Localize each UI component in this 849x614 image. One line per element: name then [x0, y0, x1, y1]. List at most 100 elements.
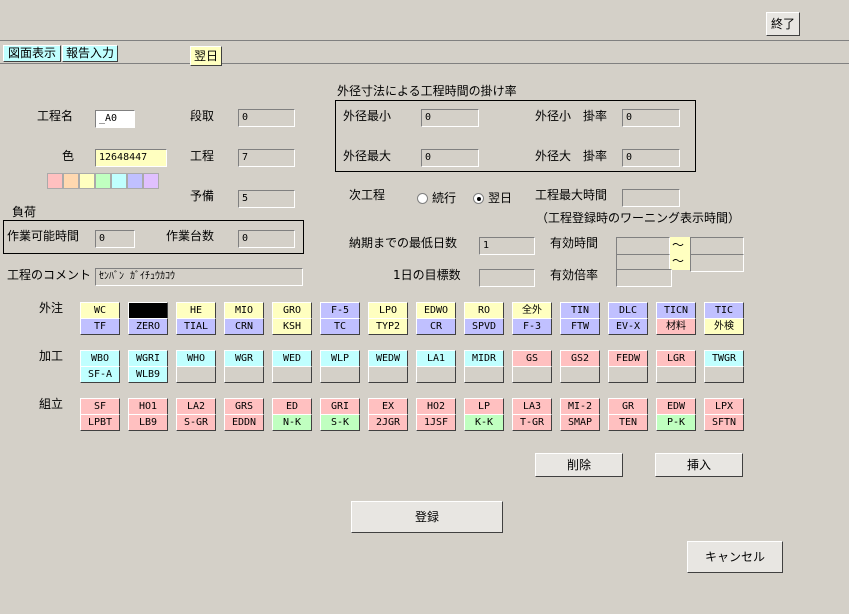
process-button-bottom[interactable] [464, 366, 504, 383]
tab[interactable]: 図面表示 [3, 45, 61, 62]
process-button-bottom[interactable] [320, 366, 360, 383]
process-button-bottom[interactable]: P-K [656, 414, 696, 431]
process-button-bottom[interactable] [272, 366, 312, 383]
process-button-top[interactable]: WLP [320, 350, 360, 367]
process-button-top[interactable] [128, 302, 168, 319]
process-button-bottom[interactable]: TIAL [176, 318, 216, 335]
process-button-top[interactable]: TIC [704, 302, 744, 319]
process-button-bottom[interactable]: T-GR [512, 414, 552, 431]
process-button-top[interactable]: GRO [272, 302, 312, 319]
process-button-bottom[interactable] [416, 366, 456, 383]
delete-button[interactable]: 削除 [535, 453, 623, 477]
process-button-top[interactable]: TIN [560, 302, 600, 319]
process-button-top[interactable]: ED [272, 398, 312, 415]
process-button-top[interactable]: SF [80, 398, 120, 415]
radio-label[interactable]: 翌日 [488, 191, 513, 205]
input[interactable]: 0 [421, 109, 479, 127]
process-button-bottom[interactable]: TYP2 [368, 318, 408, 335]
process-button-top[interactable]: F-5 [320, 302, 360, 319]
input[interactable] [690, 254, 744, 272]
process-button-top[interactable]: WEDW [368, 350, 408, 367]
process-button-top[interactable]: LPX [704, 398, 744, 415]
process-button-top[interactable]: DLC [608, 302, 648, 319]
process-button-bottom[interactable]: 2JGR [368, 414, 408, 431]
process-button-bottom[interactable] [704, 366, 744, 383]
process-button-bottom[interactable]: WLB9 [128, 366, 168, 383]
process-button-bottom[interactable] [224, 366, 264, 383]
process-button-bottom[interactable]: S-GR [176, 414, 216, 431]
input[interactable]: 0 [95, 230, 135, 248]
input[interactable]: 0 [421, 149, 479, 167]
process-button-top[interactable]: WGR [224, 350, 264, 367]
cancel-button[interactable]: キャンセル [687, 541, 783, 573]
swatch[interactable] [95, 173, 111, 189]
process-button-bottom[interactable]: 材料 [656, 318, 696, 335]
insert-button[interactable]: 挿入 [655, 453, 743, 477]
process-button-bottom[interactable]: SPVD [464, 318, 504, 335]
process-button-top[interactable]: LA1 [416, 350, 456, 367]
process-button-top[interactable]: LPO [368, 302, 408, 319]
process-button-top[interactable]: LA3 [512, 398, 552, 415]
process-button-top[interactable]: GRS [224, 398, 264, 415]
input[interactable]: _A0 [95, 110, 135, 128]
process-button-top[interactable]: GS [512, 350, 552, 367]
input[interactable] [616, 237, 670, 255]
process-button-bottom[interactable]: TC [320, 318, 360, 335]
process-button-top[interactable]: GS2 [560, 350, 600, 367]
swatch[interactable] [47, 173, 63, 189]
process-button-top[interactable]: EDWO [416, 302, 456, 319]
swatch[interactable] [63, 173, 79, 189]
radio-selected[interactable] [473, 193, 484, 204]
process-button-top[interactable]: RO [464, 302, 504, 319]
process-button-top[interactable]: MIDR [464, 350, 504, 367]
process-button-bottom[interactable] [608, 366, 648, 383]
process-button-top[interactable]: WED [272, 350, 312, 367]
process-button-bottom[interactable]: 外検 [704, 318, 744, 335]
swatch[interactable] [79, 173, 95, 189]
process-button-top[interactable]: EDW [656, 398, 696, 415]
process-button-bottom[interactable]: SMAP [560, 414, 600, 431]
process-button-bottom[interactable]: 1JSF [416, 414, 456, 431]
input[interactable] [479, 269, 535, 287]
process-button-top[interactable]: TICN [656, 302, 696, 319]
input[interactable]: 0 [622, 109, 680, 127]
process-button-bottom[interactable]: LB9 [128, 414, 168, 431]
input[interactable]: 1 [479, 237, 535, 255]
process-button-top[interactable]: TWGR [704, 350, 744, 367]
process-button-top[interactable]: MI-2 [560, 398, 600, 415]
process-button-bottom[interactable]: KSH [272, 318, 312, 335]
process-button-bottom[interactable]: SFTN [704, 414, 744, 431]
process-button-bottom[interactable]: K-K [464, 414, 504, 431]
process-button-bottom[interactable] [176, 366, 216, 383]
process-button-top[interactable]: 全外 [512, 302, 552, 319]
process-button-top[interactable]: GR [608, 398, 648, 415]
process-button-top[interactable]: FEDW [608, 350, 648, 367]
input[interactable]: 7 [238, 149, 295, 167]
process-button-top[interactable]: WC [80, 302, 120, 319]
swatch[interactable] [143, 173, 159, 189]
input[interactable]: 5 [238, 190, 295, 208]
process-button-bottom[interactable]: S-K [320, 414, 360, 431]
process-button-bottom[interactable]: F-3 [512, 318, 552, 335]
process-button-top[interactable]: LA2 [176, 398, 216, 415]
process-button-bottom[interactable]: N-K [272, 414, 312, 431]
process-button-bottom[interactable]: EV-X [608, 318, 648, 335]
process-button-top[interactable]: WHO [176, 350, 216, 367]
process-button-bottom[interactable]: EDDN [224, 414, 264, 431]
input[interactable] [622, 189, 680, 207]
process-button-bottom[interactable]: FTW [560, 318, 600, 335]
process-button-bottom[interactable]: SF-A [80, 366, 120, 383]
swatch[interactable] [127, 173, 143, 189]
process-button-bottom[interactable] [656, 366, 696, 383]
process-button-top[interactable]: EX [368, 398, 408, 415]
close-button[interactable]: 終了 [766, 12, 800, 36]
process-button-bottom[interactable]: ZERO [128, 318, 168, 335]
input[interactable]: 12648447 [95, 149, 167, 167]
process-button-bottom[interactable]: TEN [608, 414, 648, 431]
swatch[interactable] [111, 173, 127, 189]
radio[interactable] [417, 193, 428, 204]
input[interactable] [690, 237, 744, 255]
process-button-bottom[interactable] [512, 366, 552, 383]
process-button-top[interactable]: WBO [80, 350, 120, 367]
input[interactable]: 0 [238, 230, 295, 248]
